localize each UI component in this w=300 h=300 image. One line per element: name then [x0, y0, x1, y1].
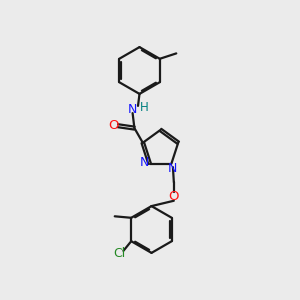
Text: O: O: [169, 190, 179, 203]
Text: O: O: [108, 119, 119, 132]
Text: N: N: [128, 103, 137, 116]
Text: H: H: [140, 101, 149, 114]
Text: N: N: [168, 162, 178, 176]
Text: N: N: [140, 156, 149, 170]
Text: Cl: Cl: [114, 247, 126, 260]
